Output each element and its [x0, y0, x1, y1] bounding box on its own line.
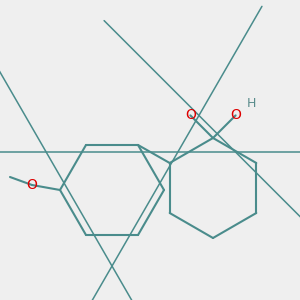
Text: H: H [247, 97, 256, 110]
Text: O: O [27, 178, 38, 192]
Text: O: O [185, 108, 196, 122]
Text: O: O [230, 108, 241, 122]
